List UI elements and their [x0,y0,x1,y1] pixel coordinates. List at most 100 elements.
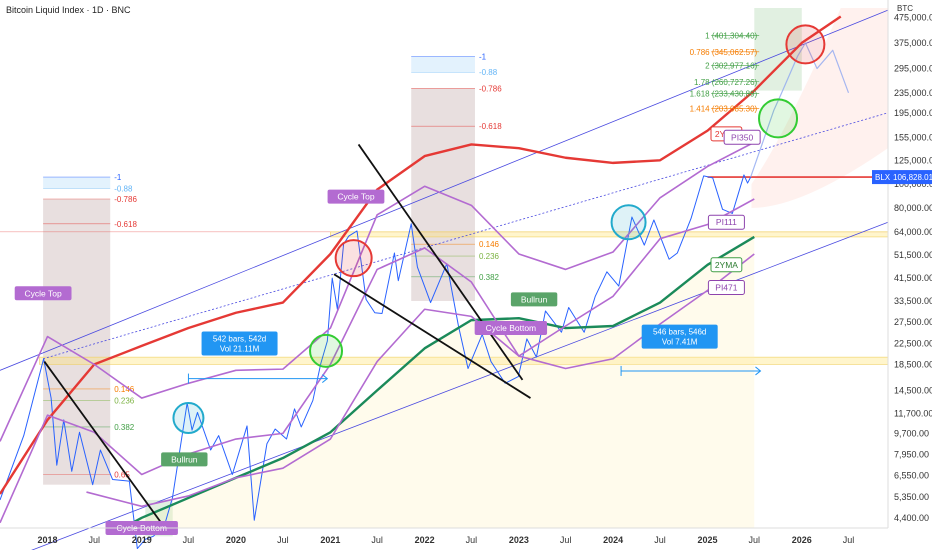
annotation-box [327,189,385,204]
x-tick-label: Jul [466,535,478,545]
y-tick-label: 51,500.00 [894,250,932,260]
fib-zone-top [411,56,475,73]
y-tick-label: 100,000.00 [894,179,932,189]
y-tick-label: 27,500.00 [894,317,932,327]
fib-zone-top [43,177,111,189]
fib-level-label: -0.88 [114,184,133,193]
annotation-label: Cycle Top [337,192,374,202]
x-tick-label: 2026 [792,535,812,545]
x-tick-label: Jul [88,535,100,545]
x-tick-label: 2018 [37,535,57,545]
fib-level-label: 0.146 [114,385,135,394]
x-tick-label: 2023 [509,535,529,545]
x-tick-label: 2019 [132,535,152,545]
target-fib-label: 2 (302,977.16) [705,62,757,71]
fib-level-label: -0.618 [114,220,137,229]
fib-level-label: -0.786 [479,84,502,93]
price-badge-bg [872,170,932,185]
annotation-box [723,129,761,145]
fib-level-label: 0.236 [479,252,500,261]
y-tick-label: 295,000.00 [894,64,932,74]
fib-level-label: -0.786 [114,195,137,204]
y-tick-label: 80,000.00 [894,203,932,213]
wedge-line [43,361,166,529]
y-tick-label: 41,500.00 [894,273,932,283]
y-tick-label: 33,500.00 [894,296,932,306]
x-tick-label: 2020 [226,535,246,545]
fib-zone-body [411,88,475,301]
x-axis: 2018 Jul 2019 Jul 2020 Jul 2021 Jul 2022 Jul 2023 J… [0,527,888,545]
measure-line-2: Vol 7.41M [662,338,698,347]
wedge-line [333,273,531,399]
y-tick-label: 7,950.00 [894,450,929,460]
fib-level-label: -0.618 [479,122,502,131]
annotation-label: Cycle Top [25,288,62,298]
x-tick-label: 2025 [698,535,718,545]
x-tick-label: Jul [654,535,666,545]
highlight-circle [334,239,373,278]
measure-box [201,331,278,356]
annotation-label: PI350 [731,132,753,142]
fib-level-label: 0.382 [114,423,135,432]
fib-zone-body [43,199,111,485]
support-band [330,231,889,238]
price-badge[interactable]: BLX 106,828.01 [872,170,932,185]
fib-level-label: 0.146 [479,240,500,249]
x-tick-label: Jul [749,535,761,545]
y-axis: 475,000.00 375,000.00 295,000.00 235,000.00… [887,0,932,550]
y-tick-label: 18,500.00 [894,359,932,369]
highlight-circle [309,333,344,368]
x-tick-label: Jul [371,535,383,545]
axis-background [888,0,932,550]
highlight-circle [610,204,647,241]
annotation-box [707,279,745,295]
fib-level-label: 0.65 [114,471,130,480]
y-tick-label: 125,000.00 [894,155,932,165]
y-tick-label: 64,000.00 [894,227,932,237]
x-tick-label: Jul [560,535,572,545]
series-ma2y [0,15,842,495]
y-tick-label: 5,350.00 [894,492,929,502]
target-fib-label: 1 (401,304.40) [705,32,757,41]
projection-glow [751,8,888,208]
highlight-circle [172,402,205,435]
y-tick-label: 475,000.00 [894,13,932,23]
y-tick-label: 155,000.00 [894,132,932,142]
measure-line-2: Vol 21.11M [220,344,260,353]
x-tick-label: 2022 [415,535,435,545]
annotation-label: Bullrun [171,454,198,464]
annotation-box [14,286,72,301]
channel-line-mid [42,112,889,360]
target-fib-label: 1.78 (260,727.26) [694,78,757,87]
x-tick-label: Jul [183,535,195,545]
chart-title: Bitcoin Liquid Index · 1D · BNC [6,5,131,15]
annotation-label: PI111 [716,217,737,227]
annotation-label: Bullrun [521,294,548,304]
series-pi111 [0,198,755,524]
y-tick-label: 375,000.00 [894,38,932,48]
ma-fill [117,236,755,531]
y-tick-label: 22,500.00 [894,338,932,348]
series-ma2y_low [117,235,755,532]
fib-level-label: -1 [479,53,487,62]
fib-level-label: 0.236 [114,396,135,405]
y-tick-label: 9,700.00 [894,428,929,438]
currency-label: BTC [897,4,913,13]
overlay-layer: 1 (401,304.40) 0.786 (345,062.57) 2 (302,9… [43,24,826,529]
measure-arrow-head [322,374,329,383]
channel-line-upper [0,9,889,371]
annotation-box [710,257,743,273]
y-tick-label: 6,550.00 [894,470,929,480]
highlight-circle [758,98,799,139]
target-fib-label: 0.786 (345,062.57) [690,48,758,57]
annotation-box [510,292,558,307]
x-tick-label: 2021 [320,535,340,545]
y-tick-label: 4,400.00 [894,513,929,523]
highlight-circle [785,24,826,65]
measure-arrow-head [755,366,762,376]
measure-box [641,324,718,349]
